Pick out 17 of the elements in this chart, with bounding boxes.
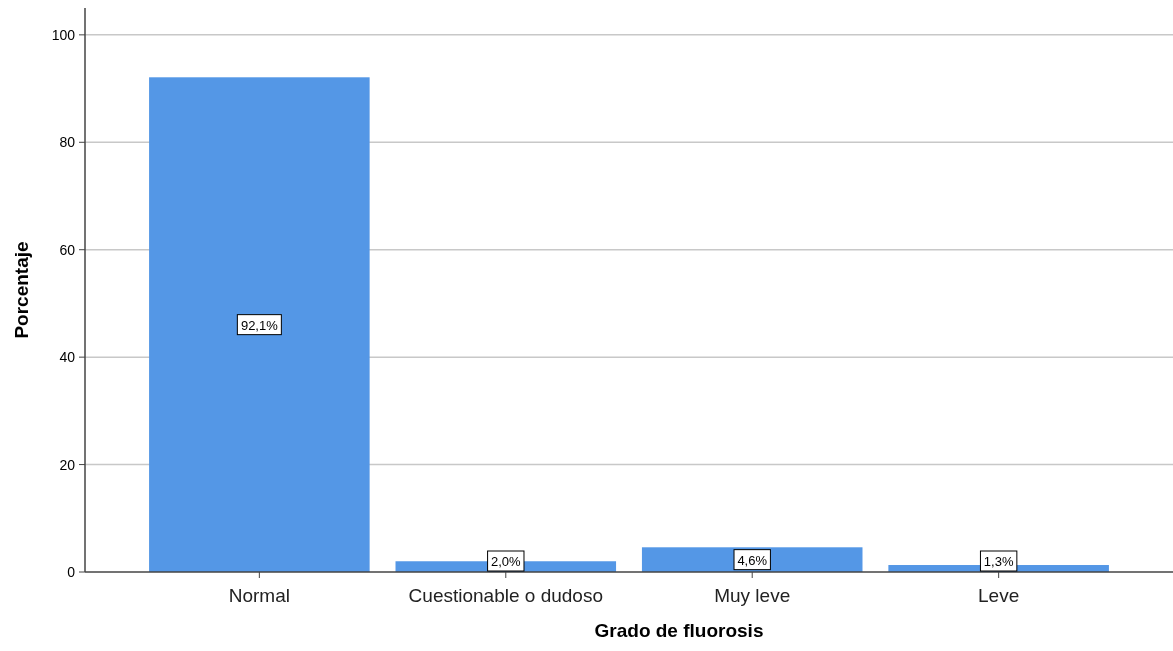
x-tick-label: Leve — [978, 585, 1020, 606]
y-tick-label: 20 — [59, 456, 76, 473]
y-tick-label: 100 — [51, 26, 76, 43]
y-tick-label: 60 — [59, 241, 76, 258]
data-label: 2,0% — [490, 554, 522, 569]
data-label: 1,3% — [983, 554, 1014, 569]
bar — [149, 77, 370, 572]
data-label: 92,1% — [240, 317, 279, 333]
x-tick-label: Cuestionable o dudoso — [408, 585, 603, 606]
y-tick-label: 80 — [59, 134, 76, 151]
x-axis-title: Grado de fluorosis — [594, 620, 764, 641]
y-tick-label: 0 — [67, 564, 76, 580]
x-tick-label: Muy leve — [714, 585, 791, 606]
y-axis-title: Porcentaje — [11, 241, 32, 339]
data-label: 4,6% — [737, 552, 768, 568]
x-tick-label: Normal — [228, 585, 290, 606]
y-tick-label: 40 — [59, 349, 76, 366]
